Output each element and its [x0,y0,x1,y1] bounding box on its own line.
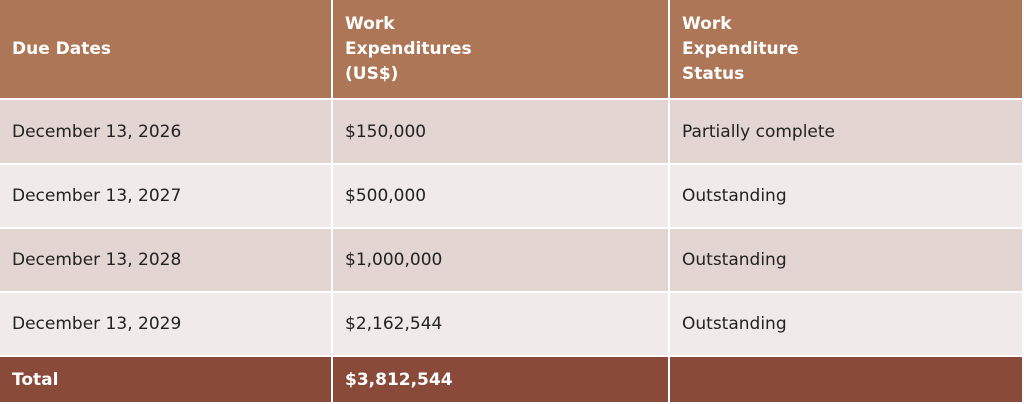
table-cell: Outstanding [670,293,1022,355]
header-cell: Due Dates [0,0,331,98]
table-cell: December 13, 2029 [0,293,331,355]
table-cell: December 13, 2027 [0,165,331,227]
header-cell: Work Expenditure Status [670,0,1022,98]
table-cell: Partially complete [670,100,1022,163]
table-cell: December 13, 2026 [0,100,331,163]
table-cell-text: December 13, 2027 [12,186,182,206]
header-cell-text: Work Expenditure Status [682,13,799,84]
table-cell: Outstanding [670,165,1022,227]
table-cell: $500,000 [333,165,668,227]
table-cell: Outstanding [670,229,1022,291]
table-cell-text: Outstanding [682,314,787,334]
table-cell-text: $2,162,544 [345,314,443,334]
table-cell: $150,000 [333,100,668,163]
table-cell-text: $1,000,000 [345,250,443,270]
total-cell: $3,812,544 [333,357,668,402]
table-cell-text: December 13, 2028 [12,250,182,270]
table-cell: $2,162,544 [333,293,668,355]
total-cell [670,357,1022,402]
table-cell-text: $500,000 [345,186,427,206]
table-cell-text: $150,000 [345,121,427,142]
total-cell-text: $3,812,544 [345,369,453,390]
table-cell: December 13, 2028 [0,229,331,291]
header-cell-text: Due Dates [12,38,112,59]
table-cell-text: December 13, 2026 [12,121,182,142]
table-cell-text: Partially complete [682,121,836,142]
total-cell-text: Total [12,369,59,390]
header-cell-text: Work Expenditures (US$) [345,13,472,84]
header-cell: Work Expenditures (US$) [333,0,668,98]
table-cell: $1,000,000 [333,229,668,291]
table-cell-text: Outstanding [682,250,787,270]
table-cell-text: December 13, 2029 [12,314,182,334]
table-cell-text: Outstanding [682,186,787,206]
total-cell: Total [0,357,331,402]
